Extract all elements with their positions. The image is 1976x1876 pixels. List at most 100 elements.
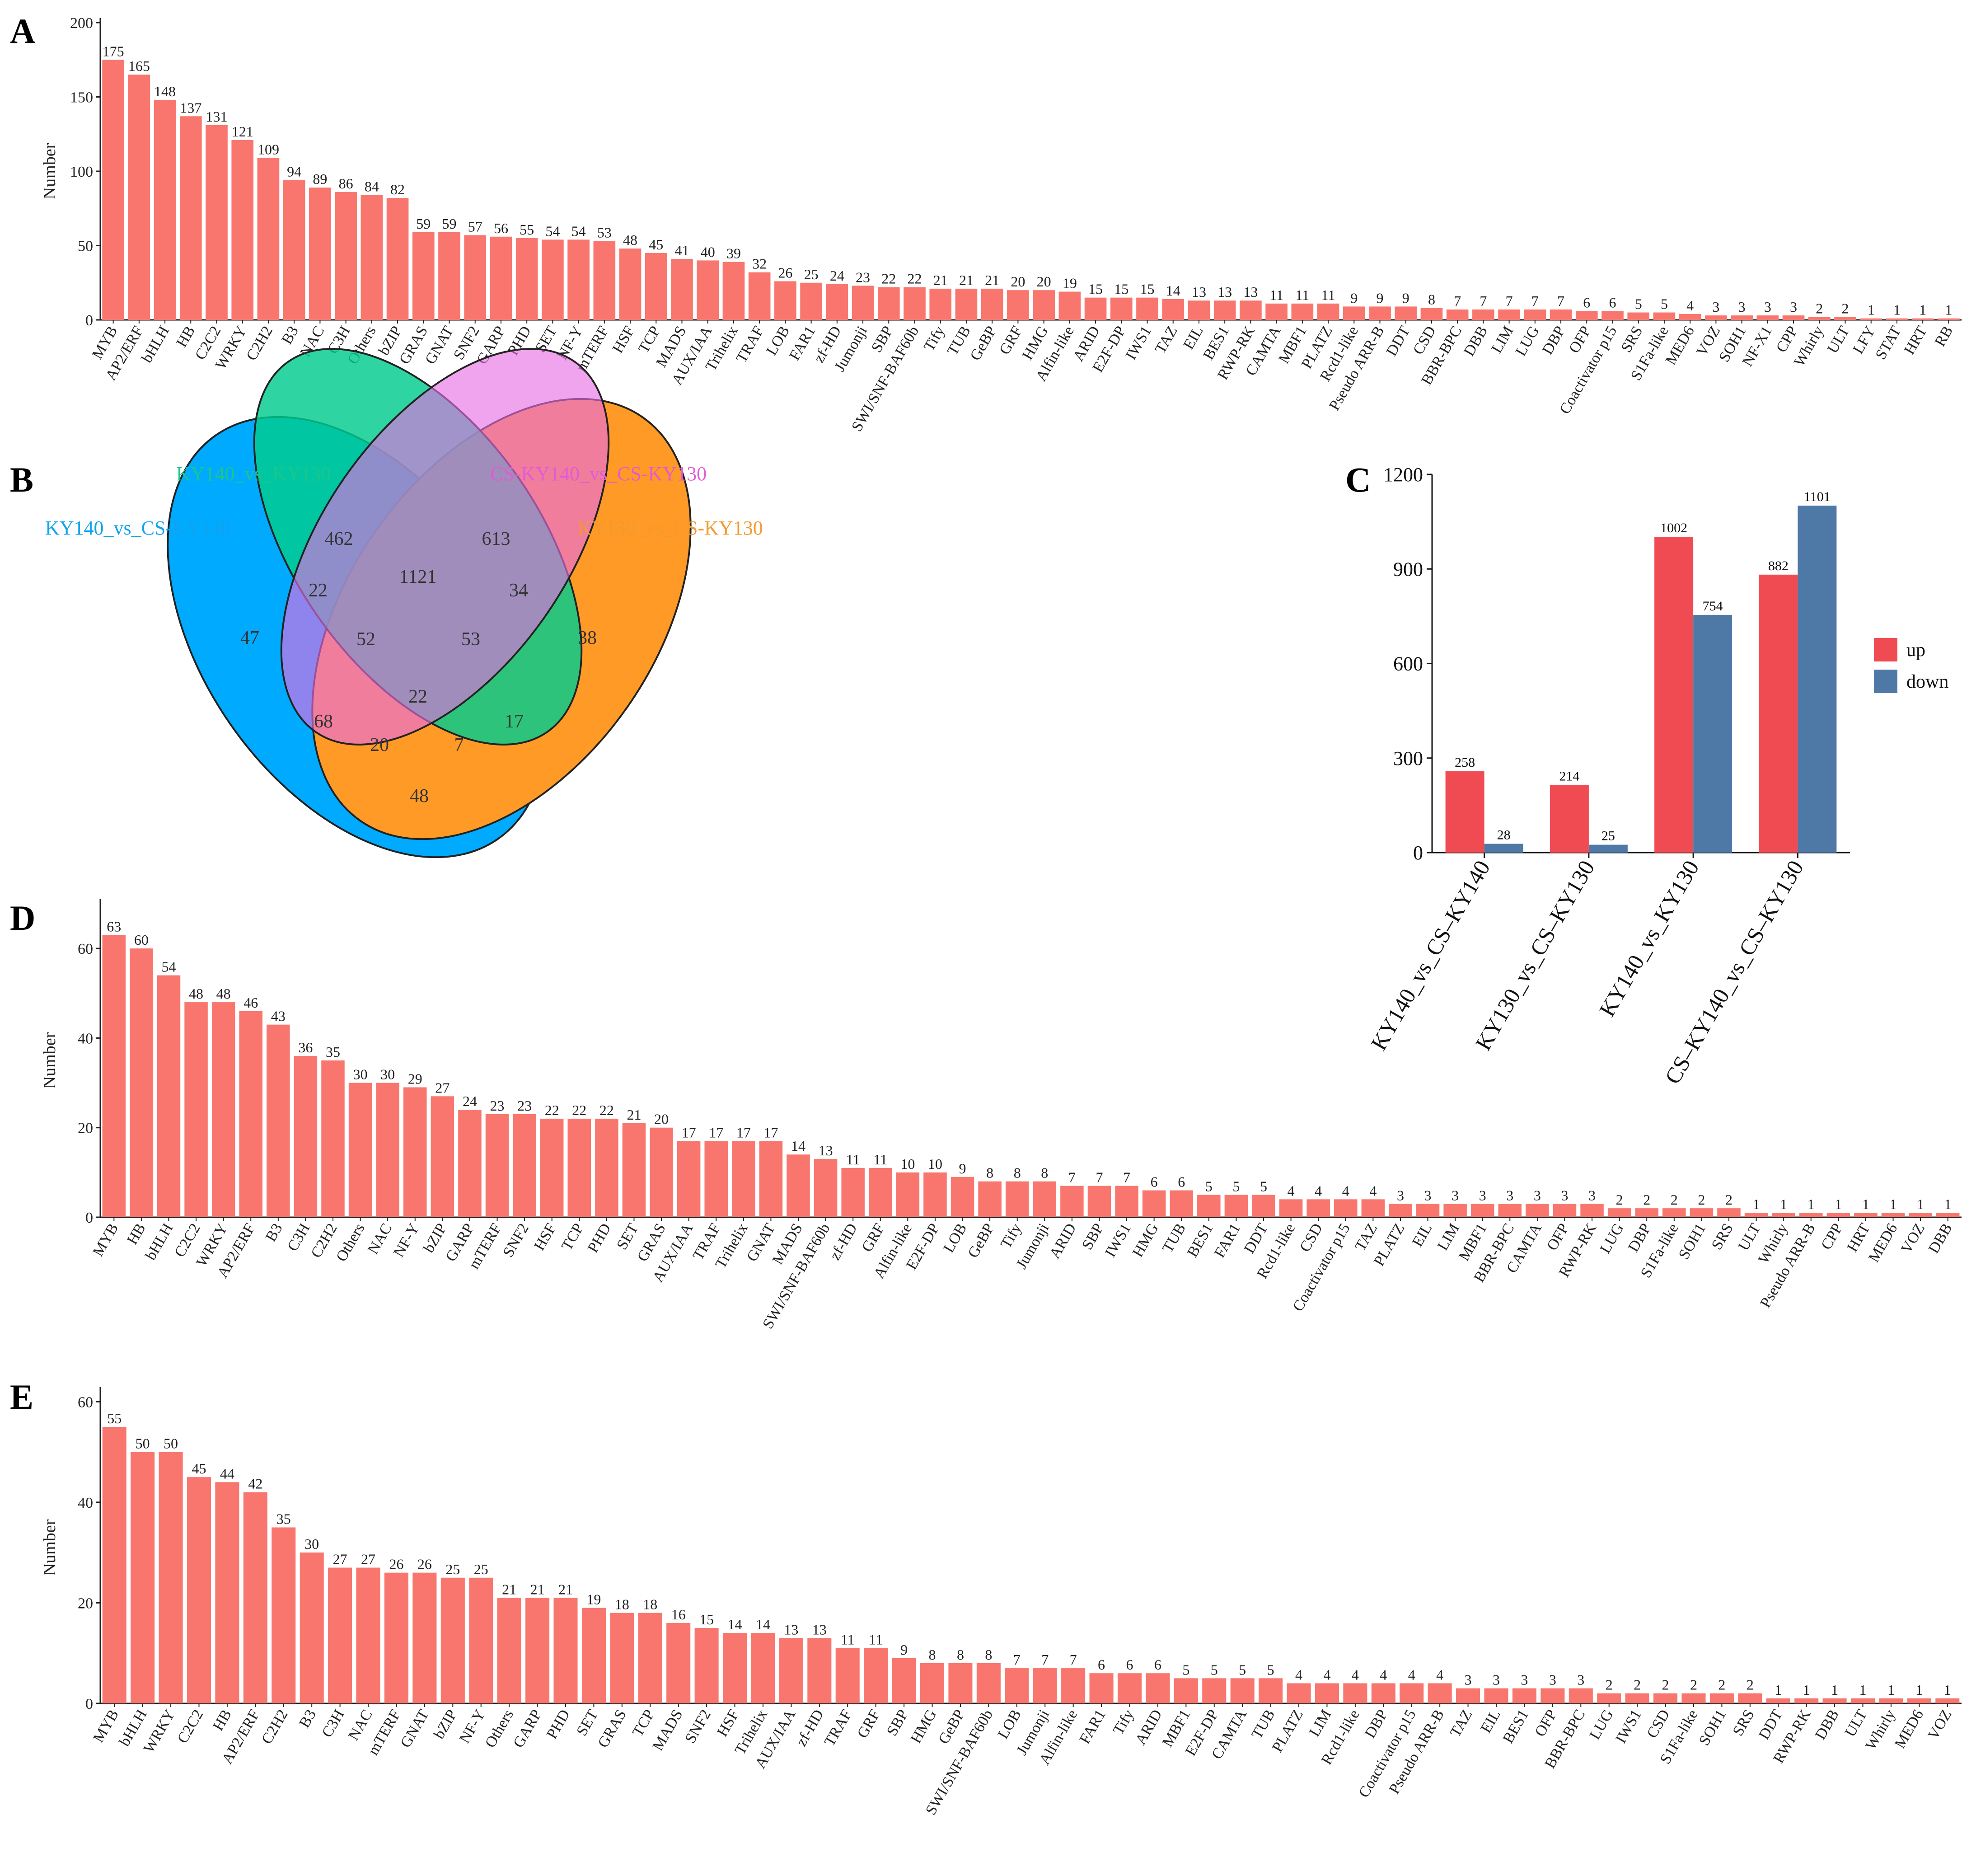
chart-e-bar xyxy=(666,1623,691,1703)
chart-c-bar-up xyxy=(1759,574,1798,853)
chart-e-value-label: 1 xyxy=(1859,1682,1867,1698)
chart-e-category-label: SET xyxy=(573,1707,601,1739)
chart-d-bar xyxy=(1060,1186,1084,1217)
chart-d-value-label: 8 xyxy=(1014,1165,1021,1181)
chart-e-category-label: SNF2 xyxy=(682,1707,714,1746)
chart-d-value-label: 17 xyxy=(709,1124,723,1140)
chart-a-value-label: 1 xyxy=(1893,302,1901,318)
chart-a-value-label: 22 xyxy=(881,271,896,287)
chart-d-value-label: 4 xyxy=(1315,1182,1322,1199)
chart-a-bar xyxy=(206,125,228,320)
chart-e-value-label: 7 xyxy=(1013,1651,1021,1668)
chart-a-value-label: 131 xyxy=(206,108,228,125)
chart-a-bar xyxy=(1679,314,1701,320)
chart-e-bar xyxy=(440,1577,465,1703)
chart-d-category-label: DBB xyxy=(1925,1221,1956,1257)
chart-e-value-label: 4 xyxy=(1436,1666,1443,1683)
chart-e-value-label: 50 xyxy=(136,1435,150,1452)
venn-only-3: 613 xyxy=(482,529,510,549)
chart-d-bar xyxy=(1279,1199,1303,1217)
chart-e-category-label: VOZ xyxy=(1925,1707,1955,1743)
chart-a-bar xyxy=(1265,303,1288,320)
chart-e-bar xyxy=(1174,1678,1198,1703)
chart-a-bar xyxy=(826,284,848,320)
chart-a-bar xyxy=(1317,303,1339,320)
chart-a-value-label: 109 xyxy=(258,141,279,157)
chart-e-category-label: SRS xyxy=(1729,1707,1757,1739)
chart-a-value-label: 21 xyxy=(959,272,974,288)
chart-d-bar xyxy=(1142,1190,1166,1217)
chart-e-bar xyxy=(1738,1693,1762,1703)
chart-a-bar xyxy=(1601,311,1624,320)
chart-d-bar xyxy=(1033,1181,1057,1217)
chart-e-bar xyxy=(694,1628,719,1703)
chart-d-bar xyxy=(239,1011,262,1217)
chart-d-bar xyxy=(1361,1199,1385,1217)
chart-d-category-label: SET xyxy=(613,1220,641,1252)
chart-e-bar xyxy=(751,1633,775,1703)
chart-c-bar-down xyxy=(1798,506,1837,853)
chart-d-value-label: 13 xyxy=(819,1142,833,1158)
chart-a-bar xyxy=(748,272,771,320)
chart-e-bar xyxy=(1371,1683,1395,1703)
chart-e-category-label: GARP xyxy=(510,1707,545,1751)
chart-e-value-label: 6 xyxy=(1154,1656,1161,1673)
chart-e-bar xyxy=(1484,1688,1508,1703)
chart-e-bar xyxy=(243,1492,267,1703)
chart-a-value-label: 45 xyxy=(649,236,663,253)
chart-a-value-label: 6 xyxy=(1583,294,1590,310)
chart-e-value-label: 2 xyxy=(1662,1677,1669,1693)
chart-a-value-label: 3 xyxy=(1790,299,1797,315)
chart-d-category-label: PHD xyxy=(585,1221,614,1256)
chart-e-value-label: 8 xyxy=(985,1646,992,1663)
chart-e-value-label: 2 xyxy=(1747,1677,1754,1693)
chart-e-category-label: HSF xyxy=(714,1707,742,1740)
chart-a-bar xyxy=(981,288,1003,320)
venn-set-4-title: KY130_vs_CS-KY130 xyxy=(577,517,763,539)
chart-d-value-label: 4 xyxy=(1342,1182,1349,1199)
chart-a-value-label: 1 xyxy=(1919,302,1926,318)
chart-e-value-label: 1 xyxy=(1803,1682,1810,1698)
chart-a-value-label: 2 xyxy=(1816,300,1823,316)
chart-a-bar xyxy=(852,286,874,320)
chart-e-value-label: 25 xyxy=(474,1561,488,1577)
chart-e-value-label: 3 xyxy=(1465,1672,1472,1688)
chart-a-category-label: RB xyxy=(1932,324,1957,350)
chart-e-value-label: 14 xyxy=(728,1616,742,1632)
chart-d-value-label: 6 xyxy=(1151,1174,1158,1190)
chart-e-category-label: C2C2 xyxy=(174,1707,207,1746)
chart-d-bar xyxy=(869,1168,892,1217)
chart-e-bar xyxy=(1230,1678,1255,1703)
chart-d-category-label: NF-Y xyxy=(390,1221,423,1260)
chart-d-bar xyxy=(211,1002,235,1217)
chart-e-value-label: 14 xyxy=(756,1616,770,1632)
chart-d-bar xyxy=(184,1002,208,1217)
chart-e-category-label: Others xyxy=(482,1707,517,1751)
chart-a-value-label: 89 xyxy=(313,171,327,187)
chart-d-value-label: 63 xyxy=(107,918,121,934)
chart-a-value-label: 13 xyxy=(1243,284,1258,300)
chart-a-category-label: GeBP xyxy=(967,324,1000,364)
chart-e-bar xyxy=(1146,1673,1170,1703)
chart-a-y-tick-label: 50 xyxy=(78,238,93,255)
chart-d-value-label: 22 xyxy=(545,1102,559,1118)
chart-e-bar xyxy=(581,1608,606,1703)
chart-e-value-label: 2 xyxy=(1634,1677,1641,1693)
chart-a-value-label: 32 xyxy=(752,256,767,272)
chart-d-bar xyxy=(1334,1199,1358,1217)
chart-a-value-label: 3 xyxy=(1764,299,1771,315)
chart-a-bar xyxy=(283,180,305,320)
chart-a-category-label: B3 xyxy=(278,324,302,347)
chart-d-category-label: GeBP xyxy=(965,1221,997,1261)
chart-d-category-label: HSF xyxy=(531,1221,559,1254)
chart-e-bar xyxy=(1879,1698,1903,1703)
chart-d-bar xyxy=(1005,1181,1029,1217)
chart-a-bar xyxy=(179,116,202,320)
venn-only-1: 47 xyxy=(240,628,259,648)
chart-c-legend-swatch-down xyxy=(1874,670,1897,693)
chart-a-category-label: HRT xyxy=(1901,323,1930,357)
chart-e-bar xyxy=(1625,1693,1649,1703)
chart-a-y-tick-label: 200 xyxy=(70,15,93,32)
chart-c-bar-down xyxy=(1588,844,1628,853)
chart-e-value-label: 26 xyxy=(389,1556,403,1572)
